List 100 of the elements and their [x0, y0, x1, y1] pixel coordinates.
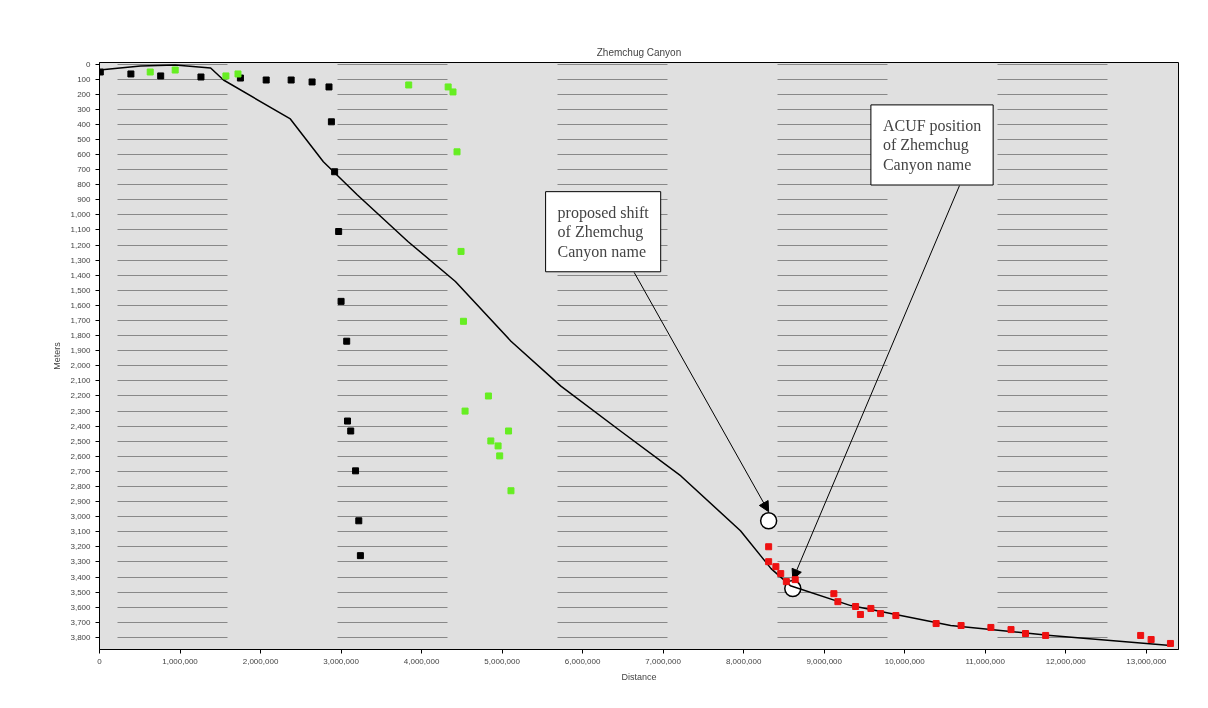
y-tick-label: 700 [77, 165, 92, 175]
x-tick-label: 6,000,000 [564, 656, 601, 666]
point [331, 168, 339, 176]
y-tick-label: 500 [77, 134, 92, 144]
y-tick-label: 2,900 [70, 497, 92, 507]
point [352, 467, 360, 475]
x-tick-label: 11,000,000 [965, 656, 1006, 666]
y-tick-label: 1,500 [70, 285, 92, 295]
annotation: proposed shift of Zhemchug Canyon name [557, 203, 650, 261]
y-tick-label: 3,800 [70, 632, 92, 642]
y-tick-label: 800 [77, 180, 92, 190]
x-tick-label: 12,000,000 [1045, 656, 1087, 666]
point [830, 590, 838, 598]
point [856, 610, 864, 618]
point [505, 427, 513, 435]
point [344, 417, 352, 425]
point [343, 337, 351, 345]
x-tick-label: 2,000,000 [242, 656, 279, 666]
y-tick-label: 1,000 [70, 210, 92, 220]
point [356, 552, 364, 560]
x-tick-label: 10,000,000 [884, 656, 926, 666]
point [1166, 639, 1174, 647]
point [171, 66, 179, 74]
y-tick-label: 2,000 [70, 361, 92, 371]
point [507, 487, 515, 495]
y-tick-label: 400 [77, 119, 92, 129]
x-tick-label: 8,000,000 [725, 656, 763, 666]
y-tick-label: 1,900 [70, 346, 92, 356]
point [197, 73, 205, 81]
point [146, 68, 154, 76]
point [1042, 631, 1050, 639]
y-tick-label: 100 [77, 74, 92, 84]
point [957, 622, 965, 630]
point [1137, 631, 1145, 639]
y-tick-label: 300 [77, 104, 92, 114]
point [765, 543, 773, 551]
point [494, 442, 502, 450]
point [461, 407, 469, 415]
chart-title: Zhemchug Canyon [596, 46, 682, 58]
point [222, 72, 230, 80]
point [457, 247, 465, 255]
y-tick-label: 2,700 [70, 466, 92, 476]
point [287, 76, 295, 84]
x-tick-label: 3,000,000 [323, 656, 360, 666]
point [777, 570, 785, 578]
point [127, 70, 135, 78]
y-tick-label: 2,800 [70, 482, 92, 492]
y-tick-label: 900 [77, 195, 92, 205]
point [1007, 626, 1015, 634]
point [987, 623, 995, 631]
y-tick-label: 2,100 [70, 376, 92, 386]
point [765, 558, 773, 566]
x-tick-label: 13,000,000 [1126, 656, 1167, 666]
point [157, 72, 165, 80]
point [262, 76, 270, 84]
point [852, 602, 860, 610]
x-tick-label: 1,000,000 [162, 656, 199, 666]
point [932, 620, 940, 628]
point [1147, 636, 1155, 644]
point [459, 317, 467, 325]
y-tick-label: 2,200 [70, 391, 92, 401]
point [327, 118, 335, 126]
y-tick-label: 2,500 [70, 436, 92, 446]
x-tick-label: 5,000,000 [484, 656, 521, 666]
x-tick-label: 4,000,000 [403, 656, 440, 666]
x-tick-label: 9,000,000 [806, 656, 843, 666]
y-axis-title: Meters [52, 341, 63, 370]
point [782, 578, 790, 586]
y-tick-label: 2,400 [70, 421, 92, 431]
point [772, 563, 780, 571]
point [496, 452, 504, 460]
y-tick-label: 2,300 [70, 406, 92, 416]
y-tick-label: 3,200 [70, 542, 92, 552]
x-axis-title: Distance [621, 671, 657, 682]
y-tick-label: 1,800 [70, 331, 92, 341]
y-tick-label: 3,300 [70, 557, 92, 567]
y-tick-label: 3,700 [70, 617, 92, 627]
point [405, 81, 413, 89]
point [834, 598, 842, 606]
y-tick-label: 3,000 [70, 512, 92, 522]
y-tick-label: 1,200 [70, 240, 92, 250]
point [347, 427, 355, 435]
point [444, 83, 452, 91]
y-tick-label: 3,500 [70, 587, 92, 597]
y-tick-label: 3,400 [70, 572, 92, 582]
y-tick-label: 0 [86, 59, 92, 69]
y-tick-label: 1,700 [70, 316, 92, 326]
point [892, 612, 900, 620]
y-tick-label: 200 [77, 89, 92, 99]
y-tick-label: 1,100 [70, 225, 92, 235]
y-tick-label: 3,600 [70, 602, 92, 612]
point [453, 148, 461, 156]
point [325, 83, 333, 91]
y-tick-label: 1,300 [70, 255, 92, 265]
y-tick-label: 1,600 [70, 300, 92, 310]
point [335, 228, 343, 236]
point [337, 297, 345, 305]
x-tick-label: 0 [97, 656, 103, 666]
point [791, 576, 799, 584]
point [449, 88, 457, 96]
